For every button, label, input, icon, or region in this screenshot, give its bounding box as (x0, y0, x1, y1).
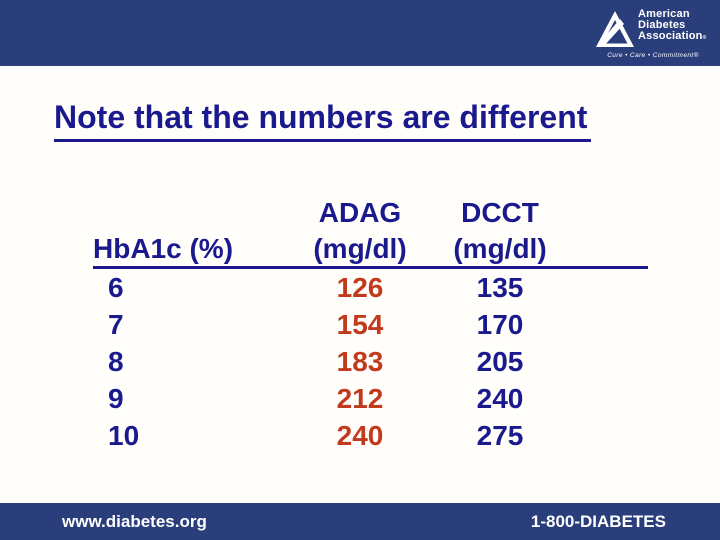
cell-hba1c: 7 (108, 309, 124, 340)
col-header-adag-unit: (mg/dl) (313, 233, 407, 264)
cell-dcct: 135 (476, 272, 524, 303)
cell-adag: 183 (336, 346, 384, 377)
header-spacer (93, 194, 283, 232)
header-band: American Diabetes Association® Cure • Ca… (0, 0, 720, 66)
col-header-dcct: DCCT (461, 197, 539, 228)
cell-adag: 240 (336, 420, 384, 451)
footer-band: www.diabetes.org 1-800-DIABETES (0, 503, 720, 540)
cell-adag: 126 (336, 272, 384, 303)
ada-tagline: Cure • Care • Commitment® (607, 52, 699, 59)
col-header-hba1c: HbA1c (%) (93, 233, 234, 264)
cell-hba1c: 6 (108, 272, 124, 303)
cell-hba1c: 8 (108, 346, 124, 377)
cell-dcct: 170 (476, 309, 524, 340)
ada-triangle-icon (594, 11, 634, 49)
ada-logo-line1: American (638, 8, 690, 20)
registered-mark: ® (702, 35, 707, 41)
table-row: 6 126 135 (93, 269, 648, 306)
cell-dcct: 205 (476, 346, 524, 377)
ada-logo-text: American Diabetes Association® (638, 9, 706, 44)
cell-adag: 154 (336, 309, 384, 340)
cell-hba1c: 9 (108, 383, 124, 414)
table-header-row-1: ADAG DCCT (93, 194, 648, 232)
col-header-dcct-unit: (mg/dl) (453, 233, 547, 264)
cell-dcct: 240 (476, 383, 524, 414)
ada-logo-top: American Diabetes Association® (594, 9, 712, 49)
cell-dcct: 275 (476, 420, 524, 451)
table-row: 9 212 240 (93, 380, 648, 417)
cell-adag: 212 (336, 383, 384, 414)
footer-phone: 1-800-DIABETES (530, 511, 666, 531)
footer-website-link[interactable]: www.diabetes.org (62, 511, 207, 531)
table-row: 7 154 170 (93, 306, 648, 343)
ada-logo: American Diabetes Association® Cure • Ca… (594, 9, 712, 59)
table-row: 10 240 275 (93, 417, 648, 454)
page-title: Note that the numbers are different (54, 99, 592, 142)
conversion-table: ADAG DCCT HbA1c (%) (mg/dl) (mg/dl) 6 12… (93, 194, 648, 454)
table-header-row-2: HbA1c (%) (mg/dl) (mg/dl) (93, 232, 648, 269)
ada-logo-line2: Diabetes (638, 19, 686, 31)
cell-hba1c: 10 (108, 420, 140, 451)
col-header-adag: ADAG (318, 197, 402, 228)
table-row: 8 183 205 (93, 343, 648, 380)
ada-logo-line3: Association® (638, 30, 707, 42)
